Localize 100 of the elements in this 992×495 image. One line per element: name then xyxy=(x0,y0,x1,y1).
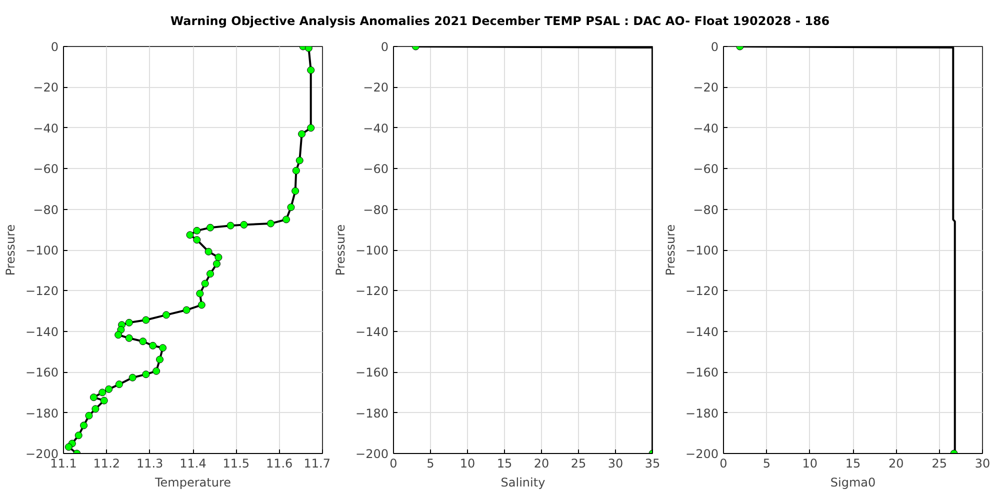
x-tick-label: 11.6 xyxy=(266,456,293,470)
y-tick-label: −40 xyxy=(693,121,719,136)
point xyxy=(287,204,295,212)
y-tick-label: −60 xyxy=(363,162,389,176)
x-tick-label: 30 xyxy=(608,456,624,470)
point xyxy=(292,187,300,195)
point xyxy=(114,331,122,339)
point xyxy=(90,394,98,402)
y-tick-label: −60 xyxy=(693,162,719,176)
x-tick-label: 20 xyxy=(888,456,904,470)
x-axis-title: Sigma0 xyxy=(830,476,876,490)
y-axis-title: Pressure xyxy=(4,224,18,276)
point xyxy=(64,443,72,451)
point xyxy=(80,422,88,430)
x-tick-label: 10 xyxy=(460,456,476,470)
point xyxy=(85,412,93,420)
x-tick-label: 11.7 xyxy=(304,456,330,470)
y-tick-label: −40 xyxy=(363,121,389,136)
x-axis-title: Salinity xyxy=(500,476,546,490)
point xyxy=(296,156,304,164)
x-tick-label: 11.3 xyxy=(136,456,164,470)
x-tick-label: 15 xyxy=(845,456,861,470)
point xyxy=(307,66,315,74)
y-tick-label: −160 xyxy=(26,366,59,380)
y-tick-label: −140 xyxy=(26,324,59,339)
x-tick-label: 15 xyxy=(496,456,512,470)
x-tick-label: 20 xyxy=(534,456,550,470)
y-tick-label: −140 xyxy=(356,324,389,339)
point xyxy=(204,248,212,256)
point xyxy=(226,222,234,230)
x-tick-label: 11.5 xyxy=(222,456,250,470)
y-tick-label: −180 xyxy=(356,406,389,420)
point xyxy=(307,124,315,132)
x-tick-label: 11.4 xyxy=(180,456,206,470)
x-tick-label: 11.2 xyxy=(93,456,120,470)
point xyxy=(214,254,222,262)
point xyxy=(125,318,133,326)
y-tick-label: 0 xyxy=(50,40,59,54)
x-tick-label: 25 xyxy=(932,456,947,470)
point xyxy=(182,306,190,314)
point xyxy=(156,356,164,364)
y-tick-label: −20 xyxy=(363,80,389,95)
y-tick-label: −200 xyxy=(686,447,719,461)
y-tick-label: −140 xyxy=(686,324,719,339)
y-tick-label: 0 xyxy=(710,40,719,54)
point xyxy=(128,374,136,382)
y-tick-label: −180 xyxy=(686,406,719,420)
point xyxy=(292,166,300,174)
y-tick-label: −100 xyxy=(356,244,389,258)
point xyxy=(193,236,201,244)
x-tick-label: 5 xyxy=(426,456,434,470)
point xyxy=(152,367,160,375)
y-tick-label: −100 xyxy=(26,244,59,258)
y-tick-label: −80 xyxy=(693,202,719,217)
point xyxy=(206,270,214,278)
point xyxy=(198,301,206,309)
point xyxy=(115,380,123,388)
y-tick-label: −160 xyxy=(356,366,389,380)
point xyxy=(186,231,194,239)
point xyxy=(105,385,113,393)
point xyxy=(74,432,82,440)
y-tick-label: −20 xyxy=(693,80,719,95)
x-tick-label: 11.1 xyxy=(50,456,77,470)
y-axis-title: Pressure xyxy=(334,224,348,276)
y-tick-label: 0 xyxy=(380,40,389,54)
point xyxy=(100,396,108,404)
y-tick-label: −120 xyxy=(26,284,59,298)
y-tick-label: −80 xyxy=(363,202,389,217)
y-tick-label: −120 xyxy=(356,284,389,298)
point xyxy=(98,388,106,396)
point xyxy=(282,216,290,224)
point xyxy=(212,260,220,268)
x-tick-label: 5 xyxy=(762,456,770,470)
point xyxy=(266,220,274,228)
point xyxy=(298,130,306,138)
y-tick-label: −60 xyxy=(33,162,59,176)
y-tick-label: −180 xyxy=(26,406,59,420)
y-tick-label: −20 xyxy=(33,80,59,95)
y-tick-label: −120 xyxy=(686,284,719,298)
x-axis-title: Temperature xyxy=(154,476,232,490)
point xyxy=(240,221,248,229)
point xyxy=(193,226,201,234)
text: Warning Objective Analysis Anomalies 2021 December TEMP PSAL : DAC AO- Float 1902028 - 186 xyxy=(170,13,830,30)
y-tick-label: −80 xyxy=(33,202,59,217)
point xyxy=(92,405,100,413)
point xyxy=(159,344,167,352)
x-tick-label: 25 xyxy=(570,456,586,470)
y-tick-label: −160 xyxy=(686,366,719,380)
point xyxy=(149,342,157,350)
point xyxy=(201,280,209,288)
y-axis-title: Pressure xyxy=(664,224,678,276)
y-tick-label: −200 xyxy=(356,447,389,461)
point xyxy=(139,338,147,346)
x-tick-label: 30 xyxy=(974,456,990,470)
point xyxy=(142,316,150,324)
y-tick-label: −100 xyxy=(686,244,719,258)
point xyxy=(125,334,133,342)
point xyxy=(142,370,150,378)
point xyxy=(196,290,204,298)
y-tick-label: −40 xyxy=(33,121,59,136)
